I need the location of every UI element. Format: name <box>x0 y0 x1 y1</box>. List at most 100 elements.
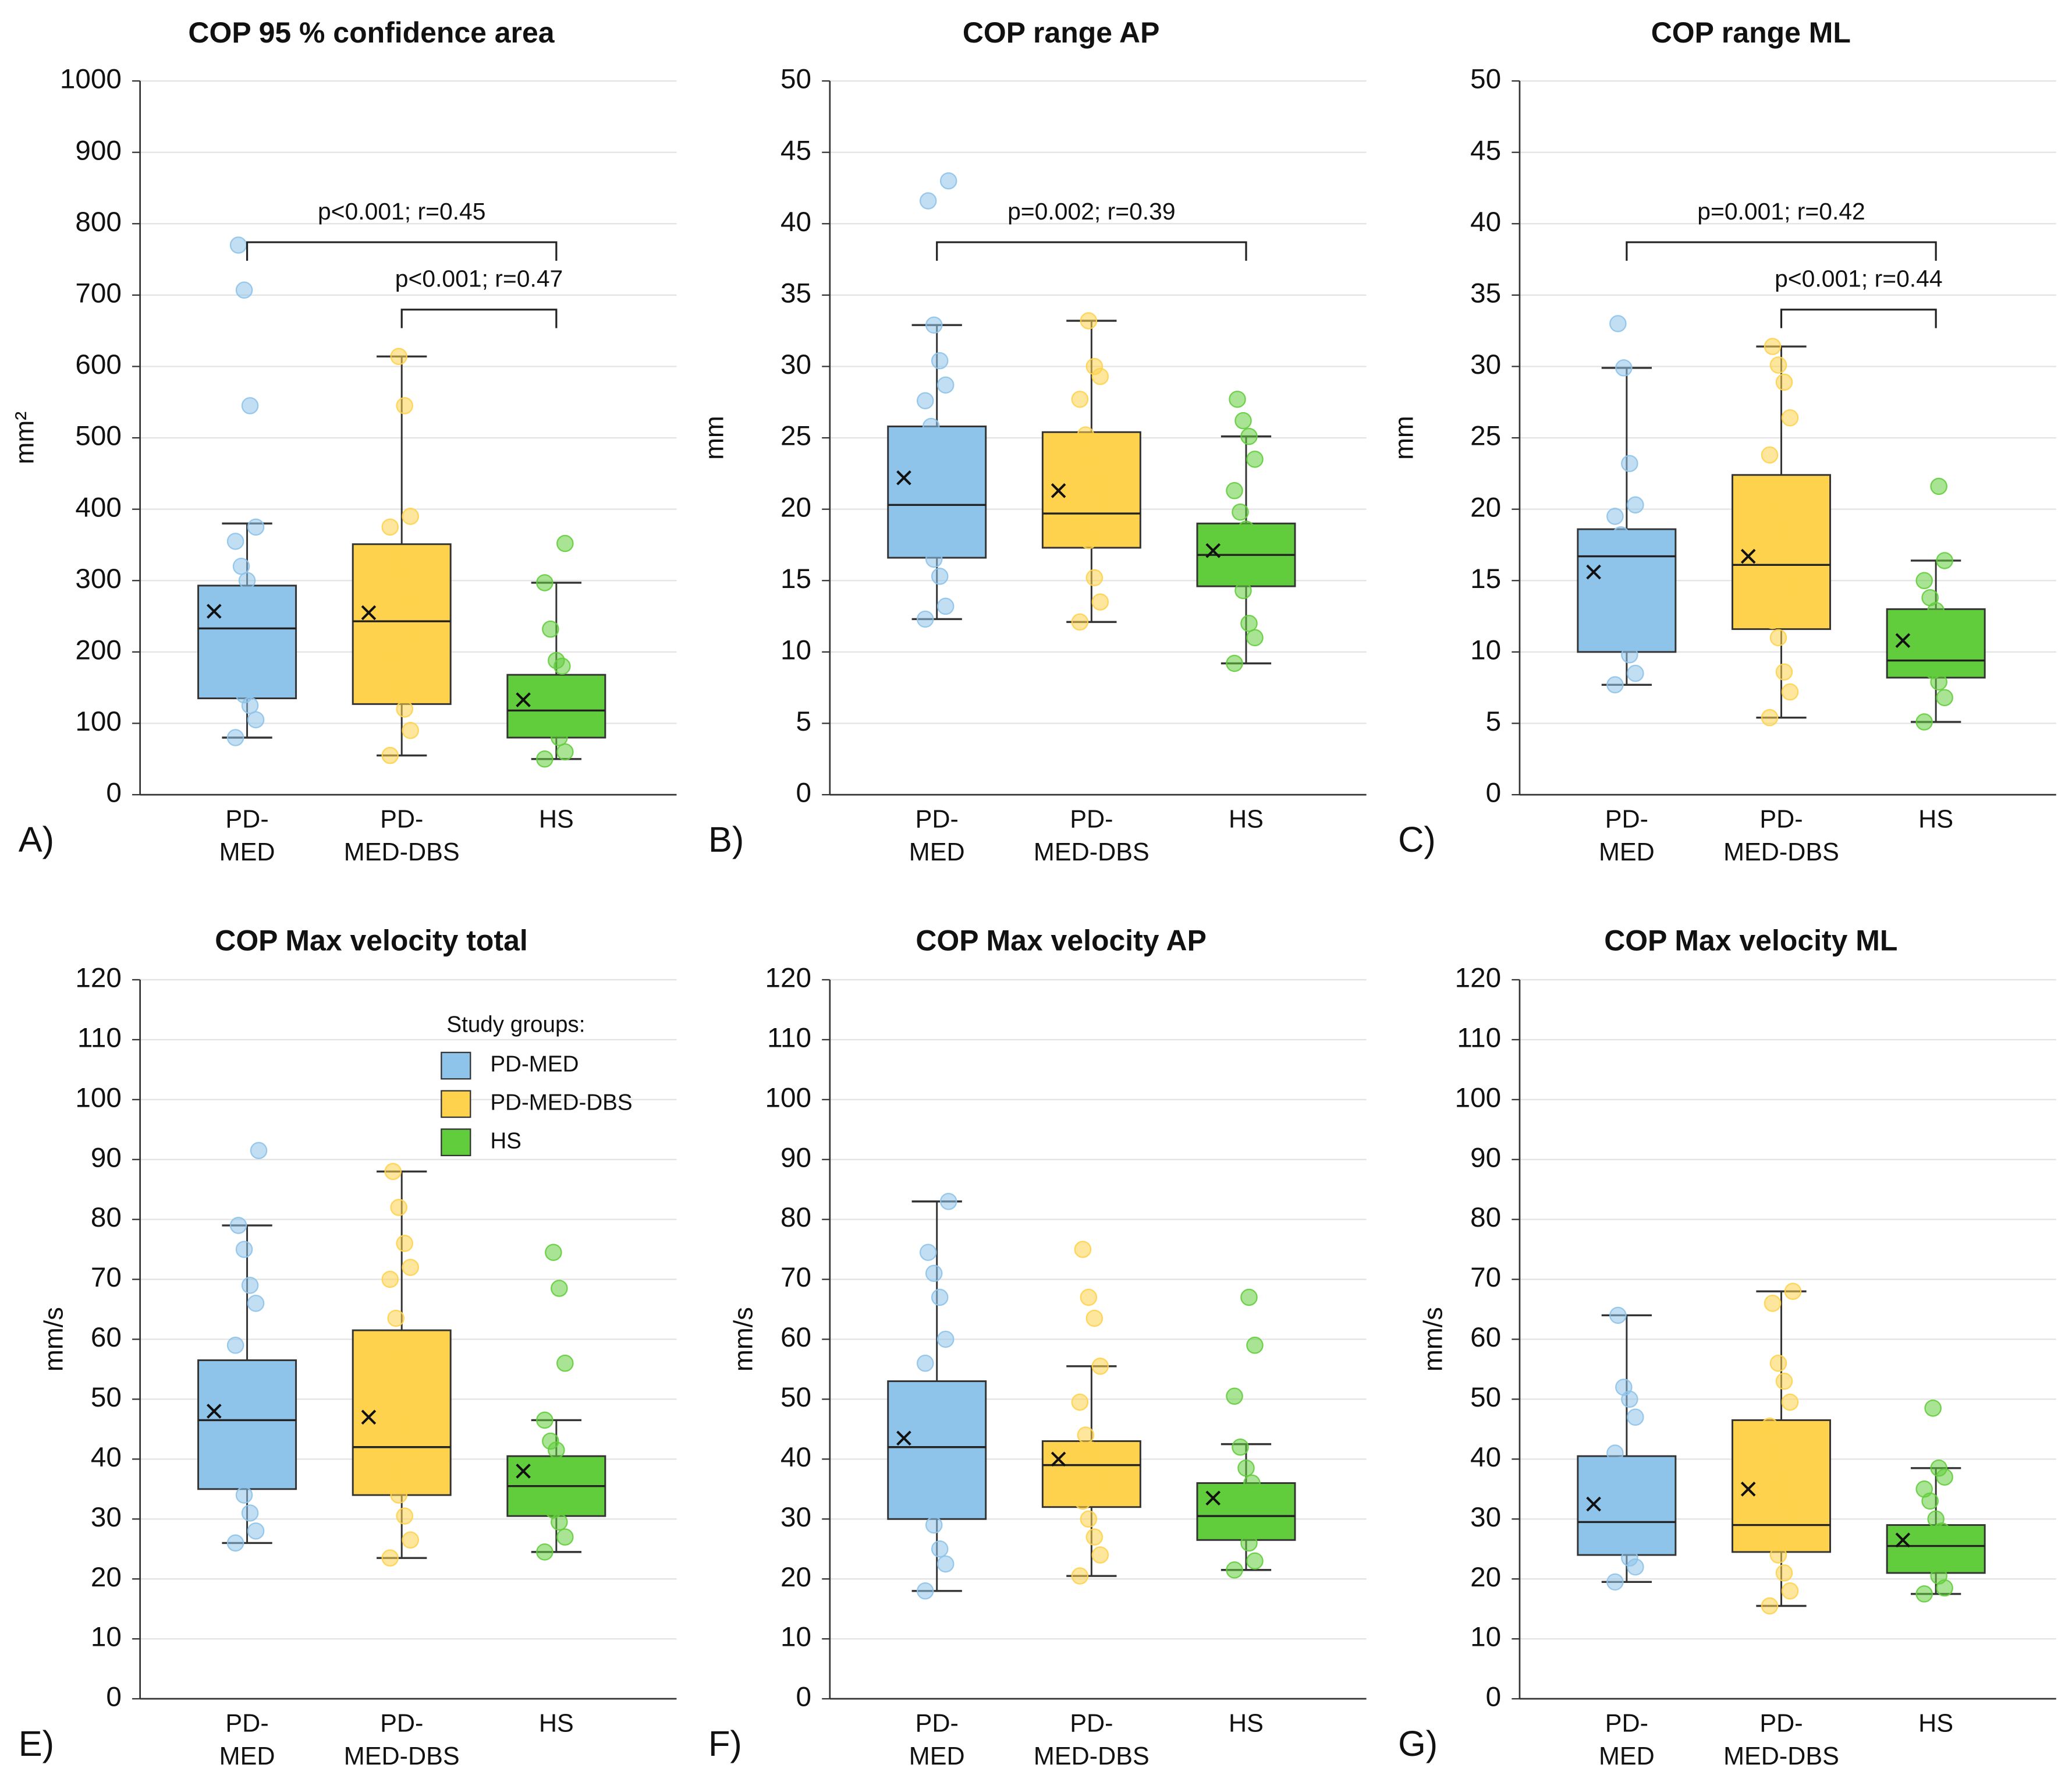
y-tick-label: 110 <box>77 1022 122 1053</box>
data-point <box>1246 1337 1264 1354</box>
data-point <box>539 1486 556 1504</box>
y-tick-label: 45 <box>1470 135 1501 166</box>
y-tick-label: 90 <box>780 1142 811 1173</box>
legend-label: PD-MED-DBS <box>490 1090 632 1115</box>
significance-bracket <box>1780 309 1937 328</box>
y-tick-label: 30 <box>780 1502 811 1533</box>
significance-bracket <box>936 241 1247 261</box>
data-point <box>384 1462 402 1480</box>
y-tick-label: 60 <box>91 1322 122 1353</box>
y-tick-label: 120 <box>765 963 812 994</box>
x-tick-line: MED <box>219 1743 275 1771</box>
y-tick-label: 30 <box>1470 349 1501 380</box>
y-tick-label: 40 <box>1470 1442 1501 1473</box>
data-point <box>1071 391 1089 408</box>
x-tick-line: MED-DBS <box>344 839 460 867</box>
data-point <box>381 746 399 764</box>
data-point <box>545 1244 562 1262</box>
y-axis-label: mm/s <box>38 1307 68 1372</box>
panel-label: F) <box>708 1724 742 1763</box>
data-point <box>1085 1528 1104 1546</box>
data-point <box>1778 1492 1796 1510</box>
y-tick-label: 10 <box>1470 1622 1501 1653</box>
mean-marker <box>1205 1490 1221 1506</box>
x-tick-label: PD- MED-DBS <box>344 806 460 867</box>
mean-marker <box>1740 548 1756 564</box>
y-tick-label: 600 <box>75 349 122 380</box>
x-tick-label: PD- MED <box>219 1710 275 1771</box>
data-point <box>381 1549 399 1567</box>
data-point <box>1615 1534 1633 1552</box>
data-point <box>399 1417 416 1435</box>
x-tick-label: HS <box>1229 806 1264 834</box>
data-point <box>931 1288 949 1306</box>
data-point <box>405 622 422 639</box>
panel-label: C) <box>1398 820 1436 859</box>
y-tick-label: 0 <box>106 1682 122 1713</box>
data-point <box>916 1582 934 1600</box>
x-tick-line: MED <box>909 1743 965 1771</box>
data-point <box>1769 356 1787 374</box>
data-point <box>1094 492 1112 509</box>
y-tick-label: 10 <box>1470 635 1501 665</box>
y-axis-label: mm² <box>9 412 39 465</box>
y-tick-label: 110 <box>767 1022 811 1053</box>
data-point <box>1915 572 1933 590</box>
data-point <box>919 522 937 540</box>
data-point <box>241 1277 259 1294</box>
data-point <box>556 1354 574 1372</box>
data-point <box>1936 689 1953 707</box>
data-point <box>1764 1294 1782 1312</box>
data-point <box>235 1241 253 1258</box>
x-tick-label: HS <box>1918 1710 1953 1738</box>
data-point <box>1624 558 1641 575</box>
data-point <box>244 593 262 611</box>
data-point <box>931 568 949 585</box>
data-point <box>384 1163 402 1181</box>
data-point <box>919 192 937 210</box>
data-point <box>936 1555 955 1573</box>
chart-title: COP range ML <box>1651 16 1851 49</box>
y-tick-label: 40 <box>780 1442 811 1473</box>
x-tick-label: PD- MED <box>1599 1710 1655 1771</box>
data-point <box>229 1217 247 1234</box>
mean-marker <box>1895 633 1911 649</box>
panel: COP 95 % confidence area A) mm² 0 100 200 300 4… <box>9 16 677 867</box>
data-point <box>1764 1528 1782 1546</box>
data-point <box>916 392 934 410</box>
data-point <box>916 1354 934 1372</box>
legend-swatch <box>441 1128 471 1157</box>
data-point <box>548 651 565 669</box>
significance-bracket <box>400 309 558 328</box>
legend-label: PD-MED <box>490 1052 579 1077</box>
data-point <box>551 1280 568 1297</box>
data-point <box>1612 526 1630 544</box>
mean-marker <box>1895 1532 1911 1548</box>
data-point <box>1915 713 1933 731</box>
y-tick-label: 200 <box>75 635 122 665</box>
data-point <box>241 1504 259 1522</box>
data-point <box>1240 427 1258 445</box>
data-point <box>1080 532 1098 550</box>
x-tick-line: PD- <box>225 806 268 834</box>
x-tick-line: PD- <box>380 1710 423 1738</box>
x-tick-line: MED-DBS <box>344 1743 460 1771</box>
data-point <box>1609 1519 1627 1537</box>
mean-marker <box>207 604 222 619</box>
data-point <box>1627 496 1644 514</box>
data-point <box>1615 626 1633 644</box>
x-tick-line: PD- <box>1605 1710 1648 1738</box>
x-tick-label: HS <box>539 806 574 834</box>
data-point <box>1615 359 1633 377</box>
data-point <box>554 1459 571 1477</box>
y-tick-label: 50 <box>91 1382 122 1413</box>
panel-label: B) <box>708 820 744 859</box>
data-point <box>1766 1444 1784 1462</box>
data-point <box>396 397 413 415</box>
data-point <box>250 1142 268 1160</box>
x-tick-line: MED <box>219 839 275 867</box>
y-tick-label: 0 <box>1486 1682 1502 1713</box>
data-point <box>545 1501 562 1519</box>
y-tick-label: 80 <box>91 1202 122 1233</box>
